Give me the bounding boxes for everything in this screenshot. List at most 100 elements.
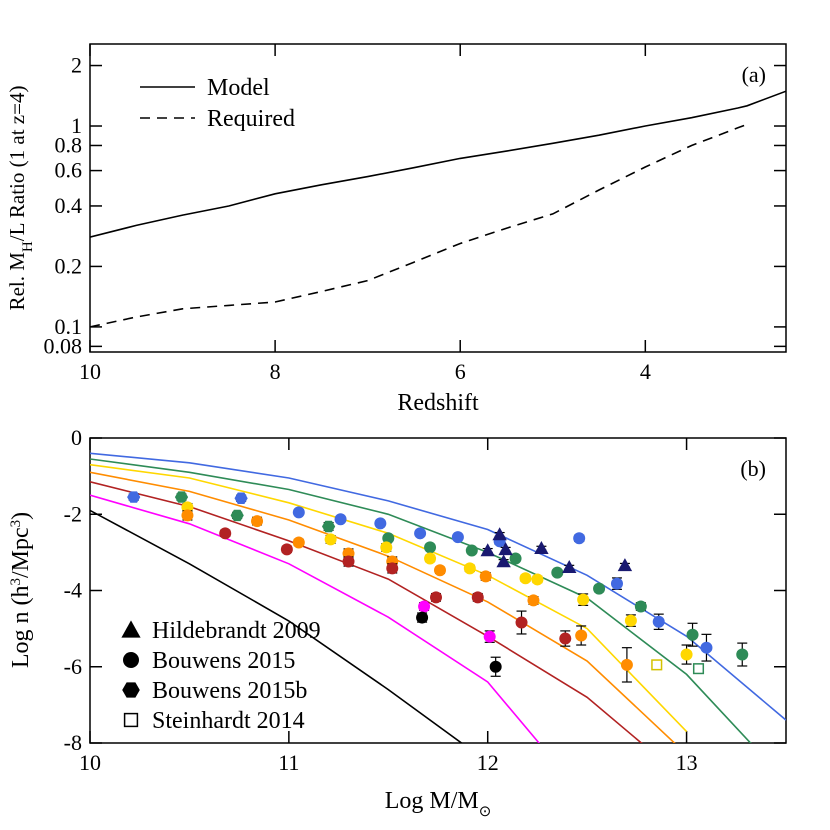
axis-label-part: ⊙ (479, 804, 492, 820)
point (219, 527, 232, 540)
x-tick-label: 10 (79, 359, 101, 384)
point (414, 527, 427, 540)
legend-label: Steinhardt 2014 (152, 708, 305, 734)
point (736, 648, 749, 661)
legend-label: Bouwens 2015 (152, 648, 295, 674)
y-tick-label: 2 (71, 53, 82, 78)
plot-lines (90, 452, 786, 743)
point (498, 542, 513, 556)
legend-label: Model (207, 75, 270, 101)
point (686, 628, 699, 641)
point (634, 600, 647, 613)
point (620, 658, 633, 671)
point (234, 492, 248, 504)
axis-label: Log M/M⊙ (385, 788, 492, 820)
point (551, 566, 564, 579)
point (527, 594, 540, 607)
y-tick-label: -8 (64, 730, 82, 755)
point (424, 541, 437, 554)
point (509, 552, 522, 565)
point (380, 541, 393, 554)
legend-label: Hildebrandt 2009 (152, 618, 321, 644)
point (292, 506, 305, 519)
axis-label-part: /L Ratio (1 at z=4) (5, 86, 29, 242)
point (430, 591, 443, 604)
point (593, 582, 606, 595)
axis-label-part: 3 (8, 578, 24, 586)
point (181, 509, 194, 522)
y-tick-label: 1 (71, 113, 82, 138)
point (700, 641, 713, 654)
point (324, 533, 337, 546)
curve (90, 509, 463, 743)
point (382, 532, 395, 545)
curve (90, 471, 676, 743)
point (322, 520, 336, 533)
y-tick-label: 0.08 (44, 333, 83, 358)
point (334, 513, 347, 526)
point (483, 630, 496, 643)
point (127, 491, 141, 503)
x-tick-label: 6 (455, 359, 466, 384)
y-tick-label: 0 (71, 425, 82, 450)
y-tick-label: -6 (64, 654, 82, 679)
point (424, 552, 437, 565)
point (534, 540, 549, 554)
line (90, 123, 748, 328)
curve (90, 458, 752, 743)
point (496, 554, 511, 568)
legend-label: Required (207, 106, 295, 132)
point (480, 543, 495, 557)
point (433, 564, 446, 577)
axis-label-part: /Mpc (8, 527, 34, 578)
point (374, 517, 387, 530)
x-axis-label: Redshift (397, 390, 479, 416)
y-tick-label: 0.1 (55, 314, 83, 339)
point (624, 614, 637, 627)
point (292, 536, 305, 549)
point (610, 577, 623, 590)
point (680, 648, 693, 661)
axis-label-part: 3 (8, 520, 24, 528)
y-tick-label: 0.4 (55, 193, 83, 218)
curve (90, 494, 541, 743)
y-tick-label: 0.6 (55, 158, 83, 183)
point (531, 573, 544, 586)
legend-marker (123, 712, 139, 728)
point (463, 562, 476, 575)
point (418, 600, 431, 613)
axis-label-part: H (20, 241, 36, 252)
x-tick-label: 4 (640, 359, 651, 384)
line (90, 90, 786, 238)
point (416, 611, 429, 624)
x-tick-label: 10 (79, 750, 101, 775)
x-tick-label: 13 (676, 750, 698, 775)
point (230, 509, 244, 522)
point (519, 572, 532, 585)
y-tick-label: -4 (64, 578, 82, 603)
point (492, 527, 507, 541)
plot-lines (90, 90, 786, 328)
point (562, 560, 577, 574)
axis-label: Rel. MH/L Ratio (1 at z=4) (5, 86, 36, 311)
x-tick-label: 12 (477, 750, 499, 775)
panel-annotation: (b) (740, 456, 766, 481)
y-tick-label: -2 (64, 501, 82, 526)
point (559, 632, 572, 645)
point (174, 491, 189, 503)
legend-marker (122, 682, 140, 698)
y-tick-label: 0.2 (55, 253, 83, 278)
legend-label: Bouwens 2015b (152, 678, 307, 704)
point (575, 629, 588, 642)
x-tick-label: 8 (270, 359, 281, 384)
point (573, 532, 586, 545)
axis-label-part: Rel. M (5, 252, 29, 311)
panel-annotation: (a) (742, 62, 766, 87)
point (489, 660, 502, 673)
x-tick-label: 11 (278, 750, 299, 775)
legend-marker (121, 620, 141, 638)
point (479, 570, 492, 583)
axis-label-part: Log M/M (385, 788, 479, 814)
point (617, 558, 633, 572)
